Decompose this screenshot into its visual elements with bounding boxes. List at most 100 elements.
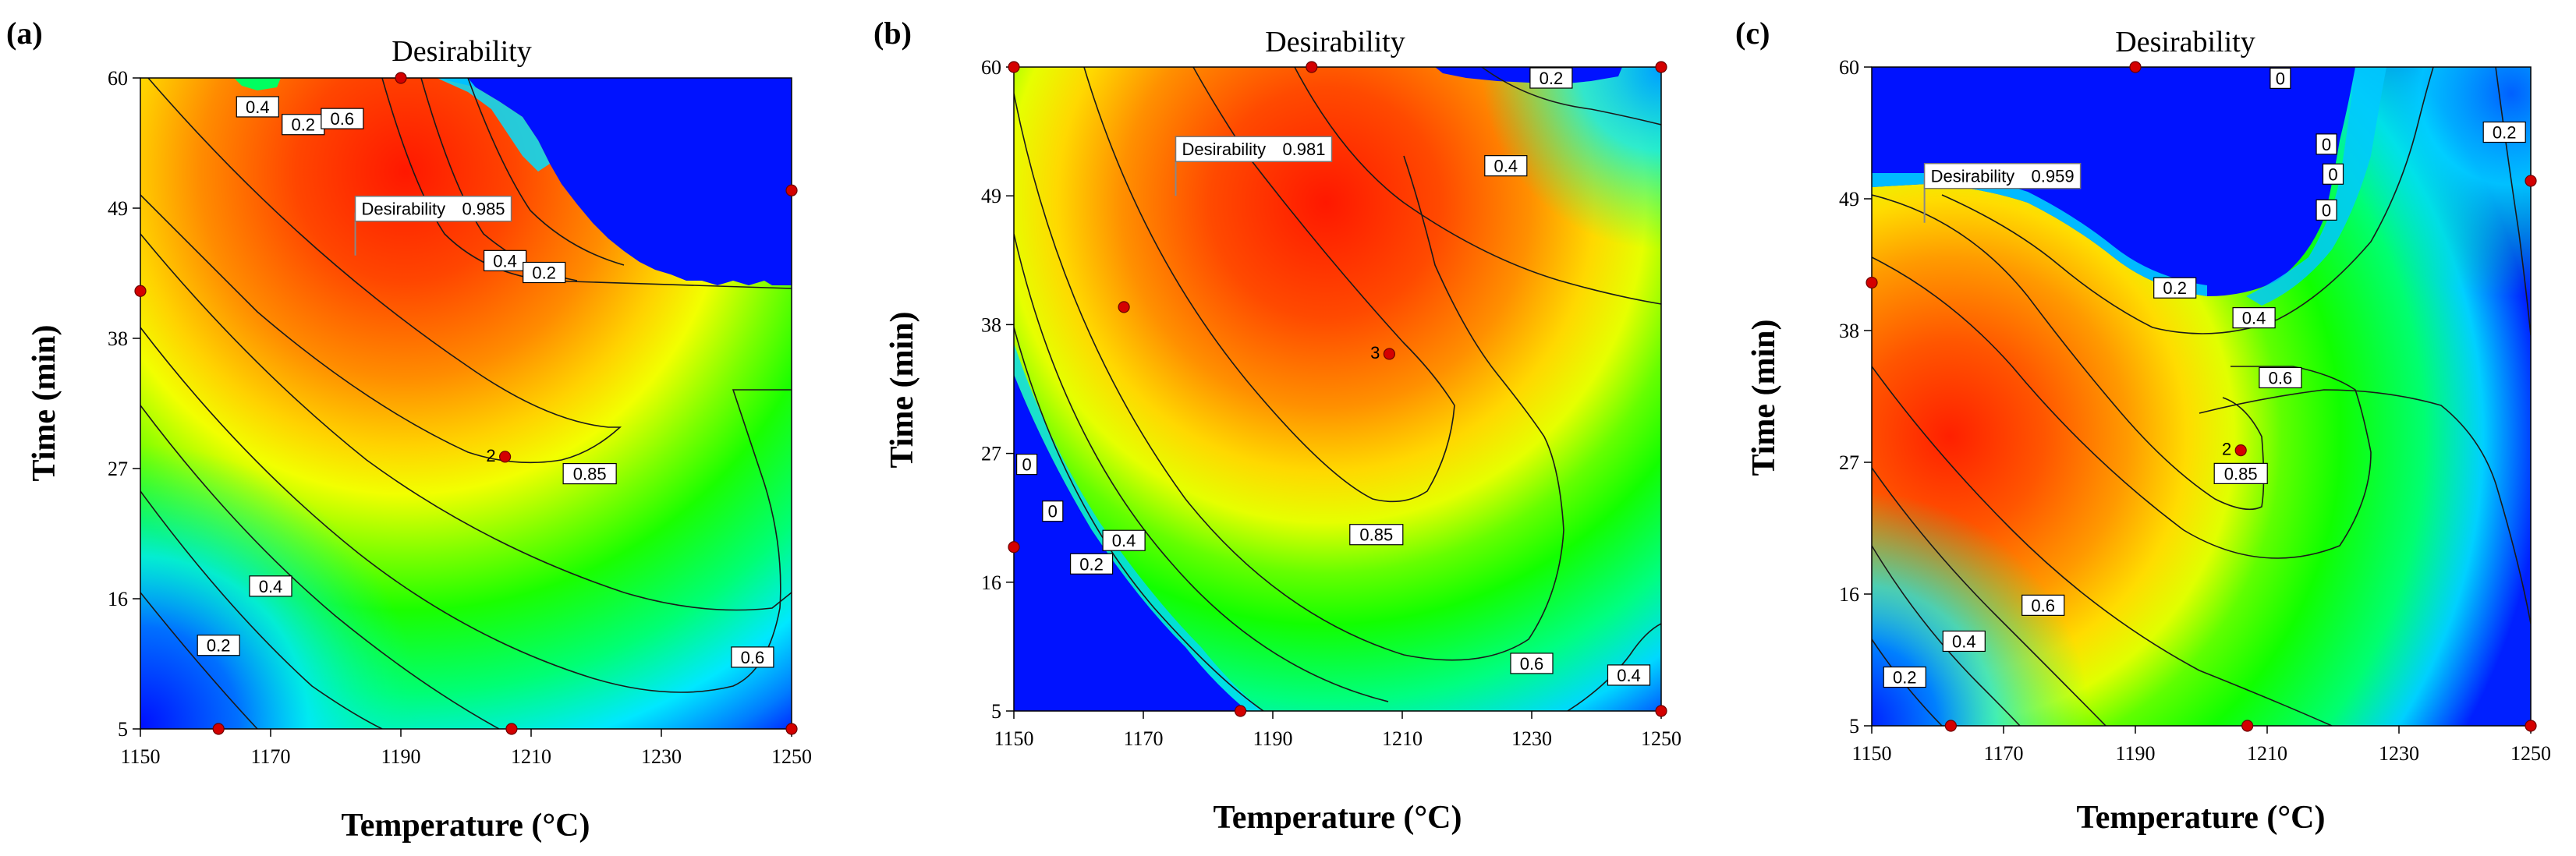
y-tick-label: 38 [108,327,128,350]
contour-label: 0.2 [523,261,566,284]
ticks-b: 1150 1170 1190 1210 1230 1250 5 16 27 38 49 60 [981,56,1681,750]
design-point [1008,541,1020,554]
x-tick-label: 1250 [2510,742,2551,765]
x-tick-label: 1190 [381,745,420,768]
optimum-flag-value: 0.985 [462,200,505,219]
design-point [1008,61,1020,73]
ticks-c: 1150 1170 1190 1210 1230 1250 5 16 27 38 49 60 [1839,56,2551,765]
y-axis-title-a: Time (min) [27,324,62,481]
design-point [1306,61,1318,73]
optimum-flag-value: 0.959 [2032,167,2075,186]
x-axis-title-b: Temperature (°C) [1214,800,1462,836]
contour-label-text: 0.4 [493,251,517,271]
contour-label-text: 0.6 [2031,596,2055,615]
x-tick-label: 1210 [2247,742,2287,765]
y-axis-title-b: Time (min) [884,311,920,468]
contour-label: 0.4 [1484,155,1528,177]
contour-label-text: 0.4 [1952,631,1976,651]
optimum-flag-box [354,195,512,222]
contour-label-text: 0.6 [331,109,355,129]
contour-label: 0.4 [1607,664,1651,686]
design-point [134,285,147,297]
optimum-flag-label: Desirability [1182,140,1267,159]
contour-label-text: 0.4 [2242,309,2266,328]
design-point [212,723,225,735]
design-points-a: 2 [134,72,798,735]
contour-label: 0 [1042,501,1064,522]
x-tick-label: 1150 [120,745,160,768]
y-axis-title-c: Time (min) [1746,319,1782,476]
heatmap-surface-a [140,78,792,729]
contour-label: 0.4 [483,249,527,271]
x-tick-label: 1230 [2379,742,2419,765]
contour-label: 0.2 [1529,67,1573,89]
contour-label: 0.6 [321,108,364,129]
y-tick-label: 60 [108,67,128,90]
contour-label-text: 0.2 [1079,554,1104,574]
contour-label: 0.2 [282,114,325,136]
y-tick-label: 49 [981,185,1001,207]
panel-label-a: (a) [6,16,43,51]
contour-label: 0.2 [197,635,240,656]
design-point [785,723,798,735]
design-point [395,72,407,84]
contour-label-text: 0.4 [1112,531,1136,550]
x-tick-label: 1250 [1641,727,1681,750]
design-point-label: 2 [2222,440,2231,459]
y-tick-label: 60 [1839,56,1859,79]
x-tick-label: 1170 [1983,742,2023,765]
design-point [2525,720,2537,732]
contour-label: 0.2 [1069,553,1114,575]
design-point [785,184,798,196]
contour-label: 0 [2322,163,2344,185]
optimum-flag-c: Desirability 0.959 [1923,162,2082,223]
x-tick-label: 1230 [1511,727,1552,750]
contour-label: 0.85 [562,462,617,485]
x-tick-label: 1210 [1382,727,1423,750]
chart-title-b: Desirability [1265,26,1405,58]
design-point [498,451,512,463]
contour-label-text: 0.4 [246,97,270,117]
x-tick-label: 1150 [994,727,1033,750]
design-point [2241,720,2254,732]
contour-label-text: 0 [1022,455,1031,475]
y-tick-label: 38 [1839,320,1859,342]
design-point [505,723,518,735]
y-tick-label: 27 [1839,451,1859,474]
contour-labels-c: 0 0 0 0 0.2 0.2 0.4 0.6 0.85 0.6 0.4 0.2 [1883,67,2526,688]
y-tick-label: 5 [1849,715,1859,738]
design-point [1383,348,1396,360]
contour-label: 0.4 [2232,307,2276,329]
optimum-flag-box [1175,136,1333,162]
optimum-flag-value: 0.981 [1282,140,1325,159]
contour-label-text: 0.2 [207,636,231,656]
design-point [1655,61,1667,73]
x-tick-label: 1170 [1123,727,1163,750]
design-point [2234,444,2247,457]
contour-label: 0.4 [249,575,292,597]
contour-label-text: 0 [2322,135,2331,154]
optimum-flag-b: Desirability 0.981 [1175,136,1333,196]
x-tick-label: 1170 [250,745,290,768]
contour-label: 0.6 [731,646,774,668]
x-tick-label: 1210 [511,745,551,768]
contour-label: 0.2 [2482,121,2526,143]
x-tick-label: 1190 [2115,742,2155,765]
chart-title-c: Desirability [2115,26,2255,58]
contour-label: 0.6 [2259,366,2302,389]
y-tick-label: 49 [1839,188,1859,210]
contour-label: 0.4 [1942,630,1986,653]
y-tick-label: 49 [108,197,128,220]
contour-label-text: 0.6 [741,648,765,667]
y-tick-label: 38 [981,313,1001,336]
design-point-label: 2 [486,446,495,465]
contour-label: 0.4 [1102,529,1146,551]
contour-label: 0.6 [2021,594,2065,616]
contour-label: 0 [2316,133,2337,155]
y-tick-label: 5 [991,700,1001,723]
optimum-flag-label: Desirability [1931,167,2015,186]
design-point-label: 3 [1370,343,1380,363]
contour-labels-a: 0.4 0.2 0.6 0.4 0.2 0.85 0.4 0.2 0.6 [197,96,774,668]
